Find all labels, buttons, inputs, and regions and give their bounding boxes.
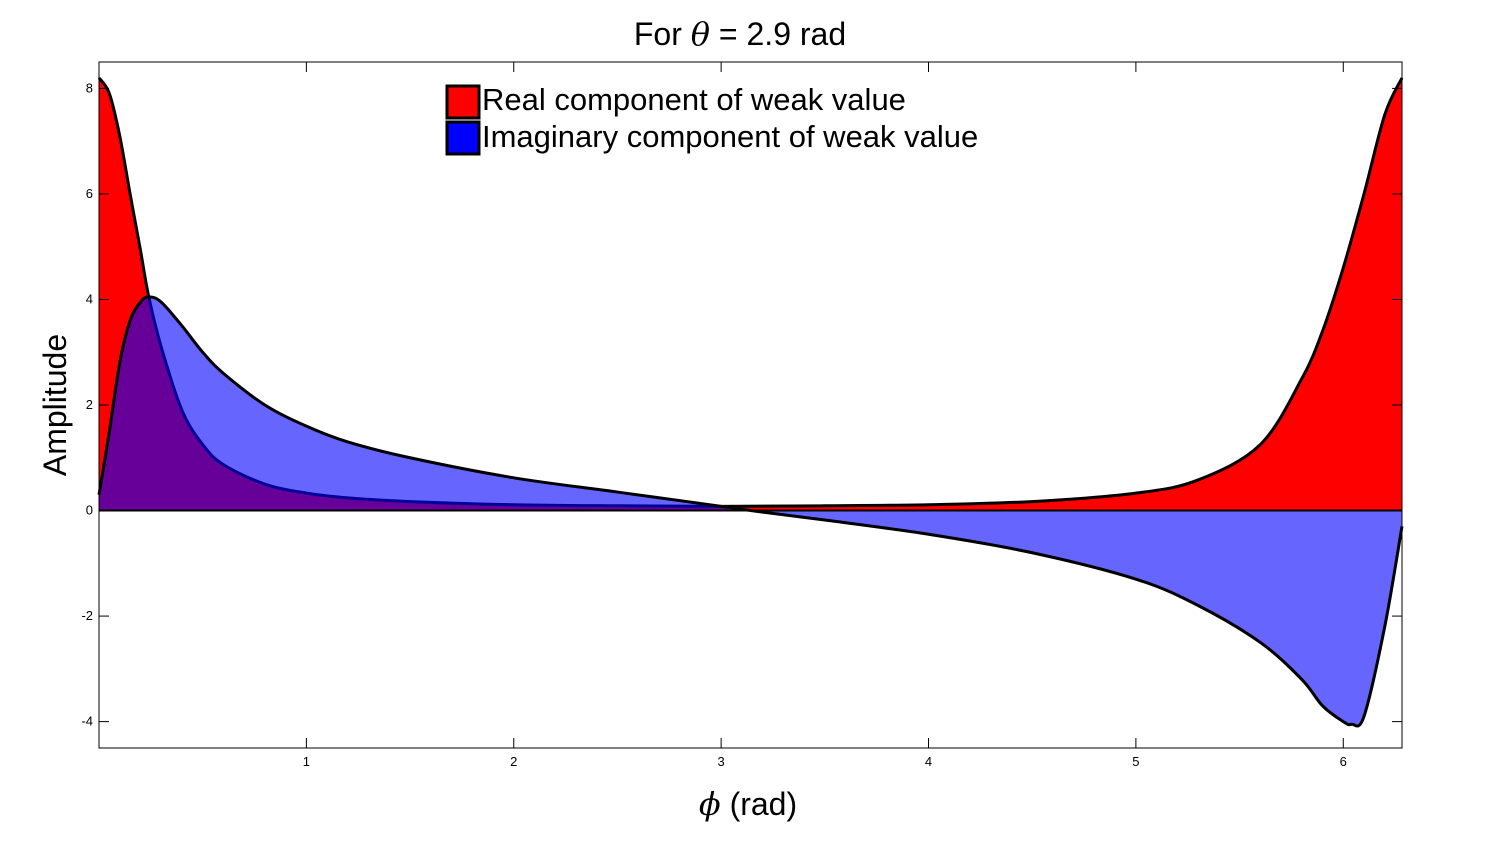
x-axis-label-phi: ϕ <box>699 785 721 823</box>
x-tick-label: 1 <box>303 754 310 769</box>
x-tick-label: 2 <box>510 754 517 769</box>
x-tick-label: 3 <box>718 754 725 769</box>
chart-title: For θ = 2.9 rad <box>634 15 846 53</box>
y-tick-label: 8 <box>86 80 93 95</box>
axis-ticks: 1 2 3 4 5 6 -4 -2 0 2 4 6 8 <box>81 62 1402 769</box>
axes-box <box>98 61 1403 749</box>
legend-label-real: Real component of weak value <box>482 82 906 117</box>
x-tick-label: 6 <box>1340 754 1347 769</box>
chart-title-suffix: = 2.9 rad <box>710 16 846 52</box>
y-tick-label: -4 <box>81 714 93 729</box>
x-tick-label: 5 <box>1132 754 1139 769</box>
plot-area <box>97 76 1404 728</box>
legend: Real component of weak value Imaginary c… <box>445 82 978 156</box>
series-line-1 <box>97 295 1404 728</box>
chart-title-theta: θ <box>691 15 710 53</box>
series-area-0 <box>99 77 1402 511</box>
x-axis-label: ϕ (rad) <box>699 785 797 823</box>
y-tick-label: 4 <box>86 291 93 306</box>
x-tick-label: 4 <box>925 754 932 769</box>
x-axis-label-unit: (rad) <box>721 786 797 822</box>
y-tick-label: 2 <box>86 397 93 412</box>
legend-swatch-real <box>445 84 481 120</box>
chart-title-prefix: For <box>634 16 691 52</box>
y-tick-label: 0 <box>86 503 93 518</box>
y-axis-label: Amplitude <box>37 334 73 476</box>
legend-swatch-imag <box>445 120 481 156</box>
legend-label-imag: Imaginary component of weak value <box>482 119 978 154</box>
y-tick-label: -2 <box>81 608 93 623</box>
y-tick-label: 6 <box>86 186 93 201</box>
